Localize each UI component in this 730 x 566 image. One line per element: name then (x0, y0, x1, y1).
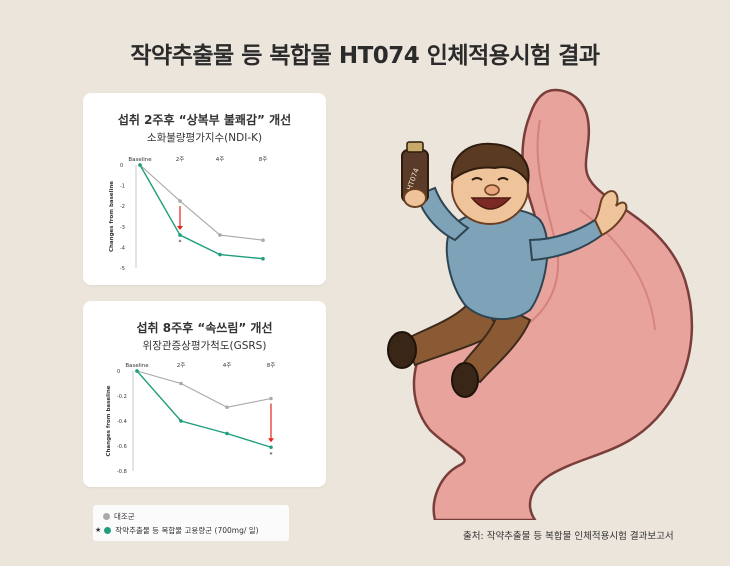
y-axis-label: Changes from baseline (106, 385, 112, 456)
y-tick-label: -5 (120, 266, 125, 272)
bottle-cap (406, 141, 424, 153)
hand-right (593, 190, 628, 237)
shoe-left (387, 331, 417, 369)
pants-2 (458, 303, 532, 384)
data-point-control (269, 396, 273, 401)
y-tick-label: -0.8 (117, 469, 127, 475)
chart-subtitle: 위장관증상평가척도(GSRS) (142, 340, 267, 352)
significance-arrow-head (268, 438, 274, 443)
legend-item-control: 대조군 (103, 510, 135, 522)
chart-title: 섭취 2주후 “상복부 불쾌감” 개선 (117, 113, 292, 127)
data-point-treatment (179, 419, 183, 423)
significance-marker: * (179, 239, 182, 246)
arm-left (416, 186, 470, 242)
mouth (470, 197, 512, 210)
cartoon-illustration: HT074 (387, 88, 694, 520)
data-point-treatment (261, 256, 265, 261)
x-tick-label: 2주 (177, 362, 186, 369)
x-tick-label: 2주 (176, 156, 185, 163)
x-tick-label: 4주 (216, 156, 225, 163)
data-point-control (179, 381, 183, 386)
legend-swatch-treatment (104, 526, 112, 534)
data-point-control (178, 199, 182, 203)
data-point-treatment (269, 445, 273, 450)
data-point-treatment (178, 233, 182, 237)
line-chart-ndi: 0 -1 -2 -3 -4 -5 Changes from baseline Baseline… (109, 156, 268, 272)
data-point-treatment (225, 431, 229, 436)
hair (450, 142, 530, 185)
y-tick-label: 0 (120, 163, 123, 169)
y-tick-label: -3 (120, 225, 125, 231)
y-tick-label: -1 (120, 184, 125, 190)
x-tick-label: 8주 (259, 156, 268, 163)
y-tick-label: -0.2 (117, 394, 127, 400)
chart-subtitle: 소화불량평가지수(NDI-K) (146, 132, 263, 144)
y-tick-label: 0 (117, 369, 120, 375)
y-axis-label: Changes from baseline (109, 181, 115, 252)
eye-right (497, 177, 509, 181)
x-tick-label: Baseline (128, 157, 152, 163)
x-tick-label: 4주 (223, 362, 232, 369)
legend-item-treatment: ★ 작약추출물 등 복합물 고용량군 (700mg/ 일) (95, 524, 259, 536)
chart-card-gsrs: 섭취 8주후 “속쓰림” 개선 위장관증상평가척도(GSRS) 0 -0.2 -0.… (83, 301, 326, 487)
chart-title: 섭취 8주후 “속쓰림” 개선 (136, 321, 273, 335)
nose (484, 184, 500, 196)
y-tick-label: -2 (120, 204, 125, 210)
hand-left (403, 188, 427, 208)
legend-label-control: 대조군 (114, 511, 135, 521)
page-title: 작약추출물 등 복합물 HT074 인체적용시험 결과 (130, 43, 600, 69)
series-line-control (139, 164, 264, 241)
data-point-control (261, 238, 265, 242)
legend-star: ★ (95, 526, 102, 534)
data-point-treatment (218, 252, 222, 257)
x-tick-label: 8주 (267, 362, 276, 369)
x-tick-label: Baseline (125, 363, 149, 369)
line-chart-gsrs: 0 -0.2 -0.4 -0.6 -0.8 Changes from baseline Ba… (106, 362, 276, 475)
y-tick-label: -4 (120, 245, 125, 251)
significance-arrow-head (177, 226, 183, 231)
shoe-right (451, 362, 479, 398)
y-tick-label: -0.6 (117, 444, 127, 450)
legend-label-treatment: 작약추출물 등 복합물 고용량군 (700mg/ 일) (115, 525, 259, 535)
significance-marker: * (270, 451, 273, 458)
series-line-treatment (136, 370, 272, 448)
legend: 대조군 ★ 작약추출물 등 복합물 고용량군 (700mg/ 일) (93, 505, 289, 541)
data-point-treatment (135, 369, 139, 373)
legend-swatch-control (103, 512, 110, 520)
data-point-treatment (138, 163, 142, 167)
source-note: 출처: 작약추출물 등 복합물 인체적용시험 결과보고서 (463, 531, 674, 542)
chart-card-ndi: 섭취 2주후 “상복부 불쾌감” 개선 소화불량평가지수(NDI-K) 0 -1 -… (83, 93, 326, 285)
data-point-control (225, 405, 229, 410)
eye-left (471, 177, 483, 181)
data-point-control (218, 233, 222, 237)
series-line-control (136, 370, 272, 408)
series-line-treatment (139, 164, 264, 260)
y-tick-label: -0.4 (117, 419, 127, 425)
